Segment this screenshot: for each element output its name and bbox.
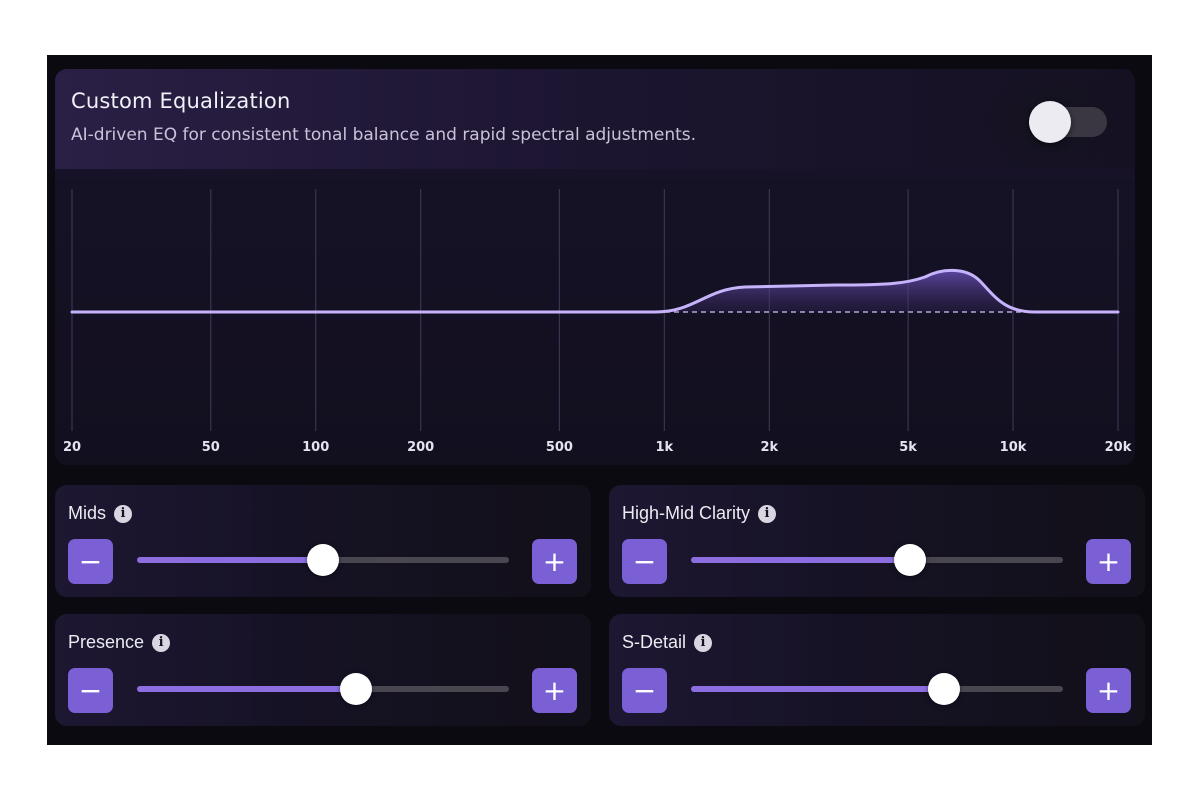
slider-fill: [691, 686, 944, 692]
eq-frequency-label: 500: [546, 440, 573, 455]
eq-graph[interactable]: 20 50 100 200 500 1k 2k 5k 10k 20k: [55, 69, 1135, 465]
control-label: Mids: [68, 503, 107, 523]
info-icon[interactable]: i: [114, 504, 133, 523]
eq-title: Custom Equalization: [71, 89, 291, 113]
toggle-knob[interactable]: [1029, 101, 1071, 143]
app-window: Custom Equalization AI-driven EQ for con…: [47, 55, 1152, 745]
control-label: High-Mid Clarity: [622, 503, 751, 523]
decrease-button[interactable]: −: [68, 539, 113, 584]
control-card-s-detail: S-Detail i − +: [609, 614, 1145, 726]
eq-frequency-label: 2k: [760, 440, 778, 455]
slider-fill: [137, 686, 357, 692]
eq-frequency-label: 100: [302, 440, 329, 455]
eq-frequency-label: 1k: [656, 440, 674, 455]
increase-button[interactable]: +: [532, 539, 577, 584]
info-icon[interactable]: i: [152, 633, 171, 652]
high-mid-clarity-slider[interactable]: [691, 544, 1063, 576]
control-card-presence: Presence i − +: [55, 614, 591, 726]
info-icon[interactable]: i: [694, 633, 713, 652]
slider-thumb[interactable]: [307, 544, 339, 576]
eq-frequency-label: 20k: [1105, 440, 1132, 455]
control-card-mids: Mids i − +: [55, 485, 591, 597]
eq-frequency-label: 20: [63, 440, 81, 455]
control-card-high-mid-clarity: High-Mid Clarity i − +: [609, 485, 1145, 597]
increase-button[interactable]: +: [1086, 539, 1131, 584]
eq-frequency-label: 50: [202, 440, 220, 455]
slider-thumb[interactable]: [340, 673, 373, 705]
eq-frequency-label: 5k: [899, 440, 917, 455]
decrease-button[interactable]: −: [622, 668, 667, 713]
eq-card: Custom Equalization AI-driven EQ for con…: [55, 69, 1135, 465]
increase-button[interactable]: +: [1086, 668, 1131, 713]
slider-thumb[interactable]: [927, 673, 960, 705]
decrease-button[interactable]: −: [68, 668, 113, 713]
slider-thumb[interactable]: [894, 544, 927, 576]
control-label-row: Mids i: [68, 503, 133, 524]
eq-frequency-label: 10k: [1000, 440, 1027, 455]
eq-header: [55, 69, 1135, 169]
eq-curve[interactable]: [70, 268, 1120, 314]
info-icon[interactable]: i: [758, 504, 777, 523]
eq-curve-fill: [655, 270, 1035, 312]
eq-frequency-labels: 20 50 100 200 500 1k 2k 5k 10k 20k: [63, 440, 1132, 455]
decrease-button[interactable]: −: [622, 539, 667, 584]
increase-button[interactable]: +: [532, 668, 577, 713]
control-label-row: High-Mid Clarity i: [622, 503, 777, 524]
slider-fill: [691, 557, 911, 563]
s-detail-slider[interactable]: [691, 673, 1063, 705]
slider-fill: [137, 557, 323, 563]
eq-toggle[interactable]: [1029, 101, 1107, 143]
control-label: Presence: [68, 632, 145, 652]
control-label-row: S-Detail i: [622, 632, 713, 653]
presence-slider[interactable]: [137, 673, 509, 705]
control-label: S-Detail: [622, 632, 687, 652]
mids-slider[interactable]: [137, 544, 509, 576]
control-label-row: Presence i: [68, 632, 171, 653]
eq-description: AI-driven EQ for consistent tonal balanc…: [71, 125, 697, 145]
eq-frequency-label: 200: [407, 440, 434, 455]
